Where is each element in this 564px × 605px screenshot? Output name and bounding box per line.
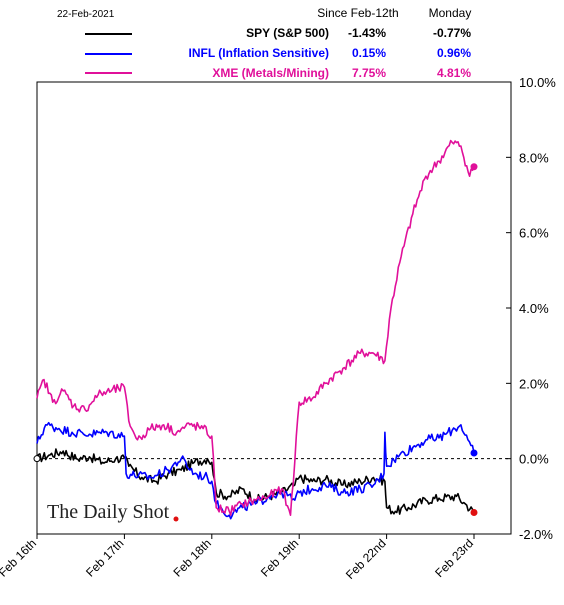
y-tick-label: 6.0% (519, 226, 549, 241)
legend-monday-xme: 4.81% (437, 66, 471, 80)
series-line-spy (36, 448, 475, 515)
watermark-text: The Daily Shot (47, 501, 170, 523)
y-tick-label: 0.0% (519, 452, 549, 467)
series-line-xme (36, 139, 475, 516)
legend-monday-infl: 0.96% (437, 46, 471, 60)
x-tick-label: Feb 19th (258, 536, 301, 579)
series-end-marker (470, 449, 478, 457)
x-tick-label: Feb 18th (171, 536, 214, 579)
x-tick-label: Feb 22nd (343, 536, 389, 582)
legend: SPY (S&P 500) -1.43% -0.77% INFL (Inflat… (85, 26, 471, 80)
y-tick-label: 4.0% (519, 301, 549, 316)
watermark-dot (173, 516, 179, 522)
col-header-monday: Monday (429, 6, 472, 20)
legend-since-spy: -1.43% (348, 26, 386, 40)
y-tick-label: -2.0% (519, 527, 553, 542)
x-tick-label: Feb 23rd (432, 536, 476, 580)
x-tick-label: Feb 17th (83, 536, 126, 579)
plot-area (36, 81, 512, 535)
y-tick-label: 8.0% (519, 150, 549, 165)
series-end-marker (470, 163, 478, 171)
legend-label-xme: XME (Metals/Mining) (212, 66, 329, 80)
x-tick-label: Feb 16th (0, 536, 39, 579)
series-line-infl (36, 421, 475, 520)
legend-since-infl: 0.15% (352, 46, 386, 60)
series-end-marker (470, 509, 478, 517)
x-axis: Feb 16th Feb 17th Feb 18th Feb 19th Feb 22nd… (0, 534, 476, 582)
legend-since-xme: 7.75% (352, 66, 386, 80)
series-layer (33, 139, 511, 520)
col-header-since: Since Feb-12th (317, 6, 398, 20)
y-axis: 10.0% 8.0% 6.0% 4.0% 2.0% 0.0% -2.0% (506, 75, 556, 542)
legend-label-infl: INFL (Inflation Sensitive) (189, 46, 329, 60)
chart-date: 22-Feb-2021 (57, 9, 115, 20)
legend-monday-spy: -0.77% (433, 26, 471, 40)
y-tick-label: 2.0% (519, 376, 549, 391)
watermark-logo: The Daily Shot (47, 501, 179, 523)
origin-marker (33, 455, 41, 463)
y-tick-label: 10.0% (519, 75, 556, 90)
legend-label-spy: SPY (S&P 500) (246, 26, 329, 40)
